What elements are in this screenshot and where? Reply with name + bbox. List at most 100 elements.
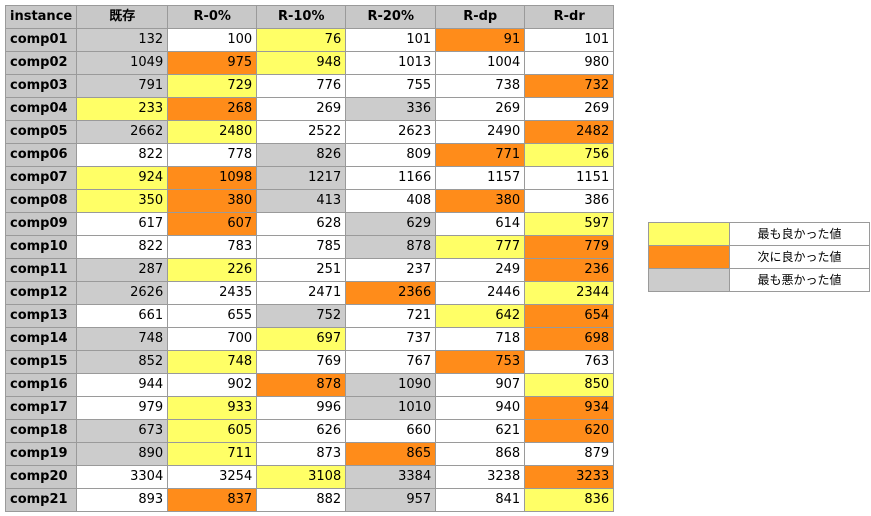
header-r0: R-0%: [167, 5, 258, 29]
value-cell: 882: [256, 488, 347, 512]
value-cell: 878: [345, 235, 437, 259]
value-cell: 752: [256, 304, 347, 328]
instance-cell: comp03: [4, 74, 78, 98]
instance-cell: comp07: [4, 166, 78, 190]
value-cell: 873: [256, 442, 347, 466]
value-cell: 836: [524, 488, 615, 512]
value-cell: 763: [524, 350, 615, 374]
header-r10: R-10%: [256, 5, 347, 29]
value-cell: 237: [345, 258, 437, 282]
value-cell: 336: [345, 97, 437, 121]
table-row: comp04 233 268 269 336 269 269: [4, 97, 615, 121]
value-cell: 386: [524, 189, 615, 213]
value-cell: 251: [256, 258, 347, 282]
value-cell: 1090: [345, 373, 437, 397]
value-cell: 101: [524, 28, 615, 52]
instance-cell: comp06: [4, 143, 78, 167]
value-cell: 711: [167, 442, 258, 466]
value-cell: 893: [76, 488, 169, 512]
value-cell: 2482: [524, 120, 615, 144]
legend-label: 次に良かった値: [729, 245, 870, 269]
value-cell: 996: [256, 396, 347, 420]
table-row: comp12 2626 2435 2471 2366 2446 2344: [4, 281, 615, 305]
legend-item: 最も悪かった値: [648, 268, 870, 292]
value-cell: 826: [256, 143, 347, 167]
value-cell: 822: [76, 143, 169, 167]
value-cell: 101: [345, 28, 437, 52]
value-cell: 865: [345, 442, 437, 466]
value-cell: 700: [167, 327, 258, 351]
color-legend: 最も良かった値 次に良かった値 最も悪かった値: [648, 222, 870, 292]
value-cell: 673: [76, 419, 169, 443]
value-cell: 269: [256, 97, 347, 121]
value-cell: 933: [167, 396, 258, 420]
value-cell: 1098: [167, 166, 258, 190]
value-cell: 738: [435, 74, 526, 98]
table-row: comp08 350 380 413 408 380 386: [4, 189, 615, 213]
table-row: comp05 2662 2480 2522 2623 2490 2482: [4, 120, 615, 144]
value-cell: 3238: [435, 465, 526, 489]
value-cell: 614: [435, 212, 526, 236]
value-cell: 852: [76, 350, 169, 374]
instance-cell: comp05: [4, 120, 78, 144]
table-row: comp15 852 748 769 767 753 763: [4, 350, 615, 374]
table-row: comp21 893 837 882 957 841 836: [4, 488, 615, 512]
value-cell: 2435: [167, 281, 258, 305]
value-cell: 660: [345, 419, 437, 443]
value-cell: 979: [76, 396, 169, 420]
instance-cell: comp14: [4, 327, 78, 351]
value-cell: 837: [167, 488, 258, 512]
value-cell: 868: [435, 442, 526, 466]
value-cell: 1013: [345, 51, 437, 75]
instance-cell: comp15: [4, 350, 78, 374]
header-rdr: R-dr: [524, 5, 615, 29]
value-cell: 748: [167, 350, 258, 374]
instance-cell: comp19: [4, 442, 78, 466]
value-cell: 748: [76, 327, 169, 351]
table-row: comp16 944 902 878 1090 907 850: [4, 373, 615, 397]
value-cell: 957: [345, 488, 437, 512]
value-cell: 3108: [256, 465, 347, 489]
value-cell: 890: [76, 442, 169, 466]
value-cell: 721: [345, 304, 437, 328]
value-cell: 778: [167, 143, 258, 167]
value-cell: 1217: [256, 166, 347, 190]
value-cell: 655: [167, 304, 258, 328]
value-cell: 236: [524, 258, 615, 282]
value-cell: 940: [435, 396, 526, 420]
value-cell: 621: [435, 419, 526, 443]
value-cell: 2480: [167, 120, 258, 144]
value-cell: 841: [435, 488, 526, 512]
value-cell: 767: [345, 350, 437, 374]
table-row: comp03 791 729 776 755 738 732: [4, 74, 615, 98]
instance-cell: comp10: [4, 235, 78, 259]
legend-swatch: [648, 222, 730, 246]
table-row: comp20 3304 3254 3108 3384 3238 3233: [4, 465, 615, 489]
value-cell: 2662: [76, 120, 169, 144]
instance-cell: comp02: [4, 51, 78, 75]
table-row: comp18 673 605 626 660 621 620: [4, 419, 615, 443]
value-cell: 756: [524, 143, 615, 167]
instance-cell: comp11: [4, 258, 78, 282]
instance-cell: comp09: [4, 212, 78, 236]
value-cell: 753: [435, 350, 526, 374]
table-row: comp13 661 655 752 721 642 654: [4, 304, 615, 328]
value-cell: 779: [524, 235, 615, 259]
instance-cell: comp17: [4, 396, 78, 420]
value-cell: 1151: [524, 166, 615, 190]
value-cell: 732: [524, 74, 615, 98]
table-row: comp14 748 700 697 737 718 698: [4, 327, 615, 351]
value-cell: 413: [256, 189, 347, 213]
value-cell: 934: [524, 396, 615, 420]
value-cell: 771: [435, 143, 526, 167]
instance-cell: comp16: [4, 373, 78, 397]
value-cell: 629: [345, 212, 437, 236]
value-cell: 249: [435, 258, 526, 282]
table-row: comp06 822 778 826 809 771 756: [4, 143, 615, 167]
value-cell: 661: [76, 304, 169, 328]
value-cell: 233: [76, 97, 169, 121]
table-row: comp01 132 100 76 101 91 101: [4, 28, 615, 52]
table-row: comp02 1049 975 948 1013 1004 980: [4, 51, 615, 75]
value-cell: 226: [167, 258, 258, 282]
header-row: instance 既存 R-0% R-10% R-20% R-dp R-dr: [4, 5, 615, 29]
